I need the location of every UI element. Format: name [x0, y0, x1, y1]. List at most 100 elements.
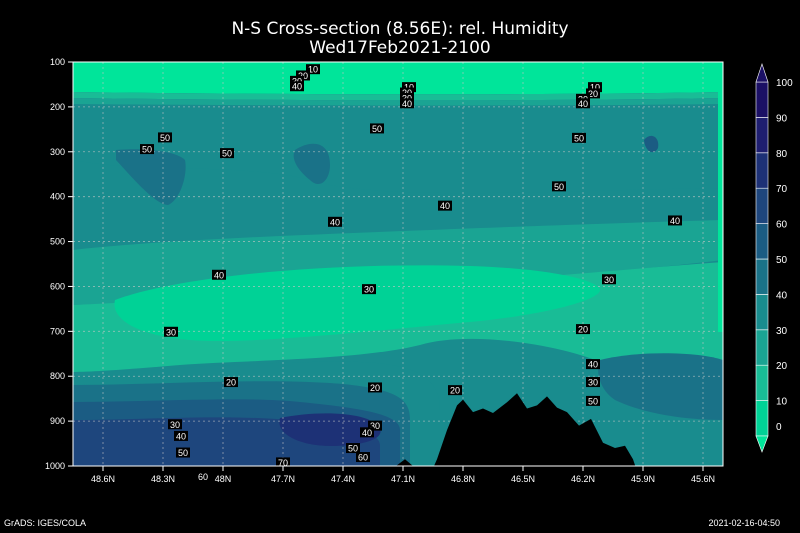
colorbar-segment: [755, 187, 769, 224]
contour-label-text: 70: [278, 458, 288, 468]
chart-subtitle: Wed17Feb2021-2100: [309, 38, 491, 58]
contour-label-text: 30: [166, 327, 176, 337]
contour-label-text: 50: [142, 145, 152, 155]
contour-label-text: 30: [364, 285, 374, 295]
contour-label-bg: [576, 324, 590, 335]
contour-label: 50: [176, 447, 190, 458]
contour-label: 30: [368, 420, 382, 431]
colorbar-segment: [755, 364, 769, 401]
contour-label-bg: [402, 82, 416, 93]
contour-label-text: 40: [214, 270, 224, 280]
contour-label-text: 40: [588, 360, 598, 370]
contour-label-text: 60: [358, 453, 368, 463]
contour-label: 40: [438, 200, 452, 211]
edge-strip: [718, 62, 723, 332]
contour-label-bg: [290, 75, 304, 86]
contour-label-text: 30: [604, 275, 614, 285]
contour-label-text: 10: [590, 83, 600, 93]
contour-label: 40: [290, 81, 304, 92]
contour-label-bg: [362, 284, 376, 295]
x-tick-label: 47.1N: [391, 474, 415, 484]
contour-label: 40: [328, 216, 342, 227]
contour-label-text: 40: [330, 217, 340, 227]
colorbar-label: 90: [776, 113, 788, 124]
x-tick-label: 48.3N: [151, 474, 175, 484]
x-tick-label: 48.6N: [91, 474, 115, 484]
contour-label: 60: [356, 452, 370, 463]
contour-label-bg: [586, 88, 600, 99]
contour-label-text: 20: [588, 89, 598, 99]
contour-label: 50: [346, 443, 360, 454]
contour-label-text: 50: [372, 124, 382, 134]
contour-label-text: 20: [370, 383, 380, 393]
timestamp-text: 2021-02-16-04:50: [708, 518, 780, 528]
contour-label-bg: [400, 98, 414, 109]
contour-label-text: 50: [160, 133, 170, 143]
contour-label-bg: [668, 215, 682, 226]
contour-label: 10: [588, 82, 602, 93]
contour-label-bg: [158, 132, 172, 143]
colorbar-segment: [755, 223, 769, 260]
colorbar-label: 20: [776, 361, 788, 372]
terrain-profile: [395, 393, 636, 466]
x-tick-label: 46.2N: [571, 474, 595, 484]
colorbar-label: 0: [776, 422, 782, 433]
contour-label: 20: [576, 324, 590, 335]
colorbar-label: 40: [776, 290, 788, 301]
contour-label-text: 10: [308, 65, 318, 75]
contour-label: 20: [586, 88, 600, 99]
x-tick-label: 45.6N: [691, 474, 715, 484]
colorbar-segment: [755, 294, 769, 331]
credit-text: GrADS: IGES/COLA: [4, 518, 87, 528]
y-tick-label: 900: [50, 416, 65, 426]
contour-label-bg: [588, 82, 602, 93]
humidity-field: [73, 62, 723, 466]
colorbar-high-triangle: [755, 63, 769, 83]
contour-label: 40: [586, 359, 600, 370]
contour-label-bg: [370, 123, 384, 134]
chart-title: N-S Cross-section (8.56E): rel. Humidity: [231, 19, 569, 39]
contour-label-bg: [220, 148, 234, 159]
contour-label: 30: [586, 377, 600, 388]
colorbar-label: 50: [776, 255, 788, 266]
contour-label-text: 40: [578, 99, 588, 109]
contour-label-bg: [368, 382, 382, 393]
contour-label-bg: [448, 385, 462, 396]
contour-label-bg: [174, 430, 188, 441]
y-tick-label: 1000: [45, 461, 65, 471]
x-tick-label: 46.5N: [511, 474, 535, 484]
plot-frame: [72, 61, 724, 467]
contour-label-bg: [572, 132, 586, 143]
contour-label-text: 50: [348, 444, 358, 454]
contour-label-text: 30: [370, 421, 380, 431]
contour-label: 40: [668, 215, 682, 226]
contour-label-bg: [276, 457, 290, 468]
contour-label-bg: [586, 395, 600, 406]
colorbar-segment: [755, 400, 769, 437]
contour-label: 10: [306, 64, 320, 75]
x-tick-label: 47.4N: [331, 474, 355, 484]
contour-label: 20: [448, 385, 462, 396]
contour-label-bg: [328, 216, 342, 227]
contour-label: 30: [602, 274, 616, 285]
contour-label-bg: [196, 471, 210, 482]
contour-label-bg: [586, 359, 600, 370]
contour-label: 20: [224, 377, 238, 388]
contour-label: 50: [220, 148, 234, 159]
contour-label-bg: [290, 81, 304, 92]
contour-label: 30: [168, 419, 182, 430]
contour-label: 50: [572, 132, 586, 143]
contour-label-bg: [552, 181, 566, 192]
colorbar-segment: [755, 329, 769, 366]
contour-label: 40: [212, 269, 226, 280]
contour-label: 20: [368, 382, 382, 393]
contour-label-text: 40: [402, 99, 412, 109]
y-tick-label: 400: [50, 192, 65, 202]
contour-label-bg: [176, 447, 190, 458]
contour-label-text: 30: [588, 378, 598, 388]
contour-label-text: 40: [292, 82, 302, 92]
colorbar-segment: [755, 117, 769, 154]
contour-label-text: 50: [588, 396, 598, 406]
contour-label-bg: [224, 377, 238, 388]
contour-label-text: 40: [362, 428, 372, 438]
